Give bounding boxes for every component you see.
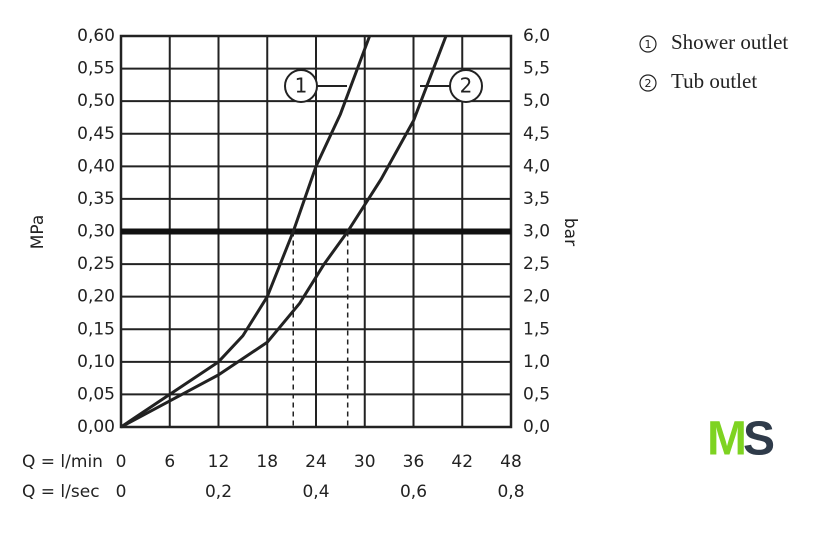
- x-tick-label: 6: [164, 452, 175, 472]
- y2-tick-label: 4,5: [523, 124, 550, 144]
- x-tick-label: 36: [403, 452, 425, 472]
- y2-axis-label: bar: [560, 218, 580, 246]
- legend-symbol: [639, 35, 657, 53]
- x-tick-label: 48: [500, 452, 522, 472]
- legend-symbol: [639, 74, 657, 92]
- logo-s: S: [743, 413, 775, 466]
- x-axis-label: Q = l/min: [22, 452, 103, 472]
- y-tick-label: 0,60: [77, 26, 115, 46]
- curve-label: 1: [295, 74, 308, 98]
- y-tick-label: 0,55: [77, 59, 115, 79]
- x2-tick-label: 0: [116, 482, 127, 502]
- y-tick-label: 0,40: [77, 156, 115, 176]
- logo-m: M: [707, 413, 744, 466]
- x-tick-label: 42: [451, 452, 473, 472]
- y2-tick-label: 2,5: [523, 254, 550, 274]
- x2-tick-label: 0,8: [497, 482, 524, 502]
- y-tick-label: 0,00: [77, 417, 115, 437]
- y2-tick-label: 4,0: [523, 156, 550, 176]
- label-circle: [284, 69, 318, 103]
- line-series: [120, 35, 372, 429]
- y-tick-label: 0,50: [77, 91, 115, 111]
- x2-tick-label: 0,6: [400, 482, 427, 502]
- legend-label: Tub outlet: [671, 69, 757, 93]
- y-tick-label: 0,45: [77, 124, 115, 144]
- y2-tick-label: 0,0: [523, 417, 550, 437]
- y-tick-label: 0,05: [77, 384, 115, 404]
- y-tick-label: 0,10: [77, 352, 115, 372]
- legend-symbol-text: 2: [645, 77, 652, 90]
- x2-axis-label: Q = l/sec: [22, 482, 100, 502]
- x-tick-label: 30: [354, 452, 376, 472]
- y2-tick-label: 5,5: [523, 59, 550, 79]
- y-tick-label: 0,30: [77, 222, 115, 242]
- y2-tick-label: 1,0: [523, 352, 550, 372]
- x2-tick-label: 0,2: [205, 482, 232, 502]
- y-tick-label: 0,15: [77, 319, 115, 339]
- y-tick-label: 0,20: [77, 287, 115, 307]
- y-tick-label: 0,35: [77, 189, 115, 209]
- y2-tick-label: 3,0: [523, 222, 550, 242]
- y2-tick-label: 2,0: [523, 287, 550, 307]
- y2-tick-label: 6,0: [523, 26, 550, 46]
- line-series: [120, 35, 448, 429]
- curve-label: 2: [460, 74, 473, 98]
- x-tick-label: 12: [208, 452, 230, 472]
- y-axis-label: MPa: [28, 215, 48, 250]
- legend-label: Shower outlet: [671, 30, 788, 54]
- y-tick-label: 0,25: [77, 254, 115, 274]
- label-circle: [449, 69, 483, 103]
- y2-tick-label: 0,5: [523, 384, 550, 404]
- x-tick-label: 18: [256, 452, 278, 472]
- x-tick-label: 0: [116, 452, 127, 472]
- legend-symbol-text: 1: [645, 38, 652, 51]
- y2-tick-label: 5,0: [523, 91, 550, 111]
- y2-tick-label: 3,5: [523, 189, 550, 209]
- x2-tick-label: 0,4: [302, 482, 329, 502]
- x-tick-label: 24: [305, 452, 327, 472]
- y2-tick-label: 1,5: [523, 319, 550, 339]
